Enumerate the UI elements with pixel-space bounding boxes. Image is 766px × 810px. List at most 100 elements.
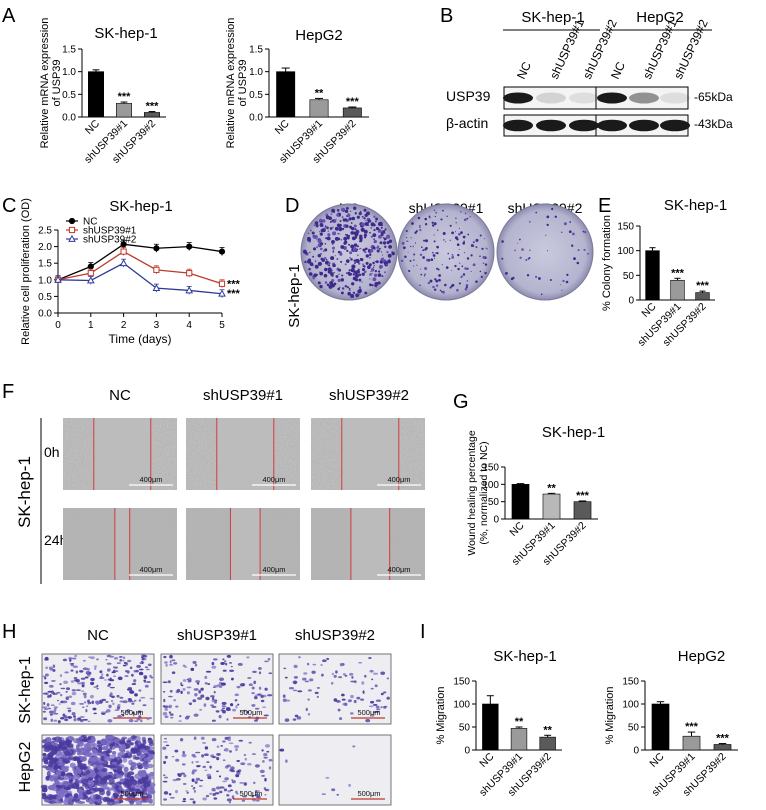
colony (463, 218, 467, 222)
cell (148, 753, 155, 759)
cell (211, 696, 215, 701)
colony (316, 246, 318, 249)
chart-i-hepg2-migration: HepG2% Migration050100150NC***shUSP39#1*… (604, 648, 738, 799)
colony (475, 238, 479, 242)
cell (252, 670, 257, 674)
cell (107, 719, 113, 723)
colony (561, 231, 563, 233)
colony (307, 259, 312, 264)
colony (321, 219, 326, 223)
cell (127, 688, 133, 691)
data-point (153, 245, 160, 252)
cell (64, 750, 71, 757)
blot-protein-actin: β-actin (446, 115, 488, 131)
cell (100, 755, 105, 762)
cell (173, 699, 177, 702)
cell (77, 762, 83, 768)
cell (52, 664, 56, 668)
bar-shusp39-1 (542, 493, 561, 520)
colony (464, 287, 468, 291)
colony (462, 273, 466, 276)
cell (47, 694, 51, 699)
x-tick-label: 4 (186, 320, 192, 331)
y-tick-label: 0.0 (249, 113, 263, 124)
cell (200, 736, 205, 740)
cell (134, 693, 138, 697)
cell (140, 763, 149, 768)
colony (389, 245, 391, 248)
colony (535, 211, 538, 214)
cell (251, 753, 256, 756)
cell (81, 779, 89, 785)
cell (170, 716, 174, 719)
cell (83, 701, 87, 704)
cell (112, 743, 119, 747)
cell (257, 790, 260, 793)
colony (424, 217, 428, 221)
cell (231, 779, 234, 781)
colony (325, 260, 329, 265)
cell (246, 710, 249, 714)
cell (221, 705, 227, 708)
cell (331, 788, 336, 792)
legend-label: NC (83, 217, 97, 228)
scale-bar-label: 500μm (239, 789, 262, 798)
colony (332, 246, 335, 250)
colony (425, 246, 428, 250)
cell (75, 744, 80, 750)
cell (163, 760, 167, 764)
cell (266, 750, 270, 753)
cell (116, 767, 123, 774)
cell (222, 740, 226, 743)
cell (227, 798, 231, 802)
blot-band (569, 92, 599, 104)
cell (162, 681, 168, 684)
cell (131, 673, 134, 677)
cell (60, 687, 66, 690)
cell (243, 782, 247, 786)
cell (258, 667, 262, 670)
cell (48, 764, 54, 768)
cell (43, 701, 46, 705)
colony (528, 220, 531, 223)
colony (467, 233, 470, 236)
bar-nc (276, 71, 296, 118)
colony (377, 228, 380, 231)
cell (115, 774, 123, 779)
colony (339, 220, 342, 222)
colony (378, 234, 382, 239)
cell (75, 783, 80, 790)
cell (72, 774, 81, 781)
cell (140, 719, 143, 723)
cell (106, 789, 111, 797)
colony (465, 283, 469, 287)
blot-band (503, 119, 533, 132)
colony (380, 226, 383, 229)
significance-mark: ** (547, 482, 556, 494)
cell (131, 682, 137, 686)
cell (322, 659, 327, 663)
colony (316, 239, 318, 241)
colony (348, 243, 350, 246)
blot-band (536, 92, 566, 104)
cell (192, 800, 196, 804)
colony (359, 234, 363, 238)
cell (309, 678, 314, 682)
colony (460, 210, 462, 213)
cell (372, 672, 379, 675)
cell (56, 795, 62, 800)
cell (294, 714, 299, 718)
cell (92, 707, 97, 711)
cell (129, 742, 134, 746)
cell (247, 677, 252, 679)
cell (254, 789, 258, 793)
cell (138, 790, 145, 795)
cell (164, 707, 168, 711)
cell (113, 675, 117, 678)
colony (466, 268, 469, 270)
cell (128, 759, 133, 766)
colony (370, 222, 375, 227)
colony (426, 258, 429, 262)
cell (191, 761, 194, 764)
colony (360, 210, 362, 213)
